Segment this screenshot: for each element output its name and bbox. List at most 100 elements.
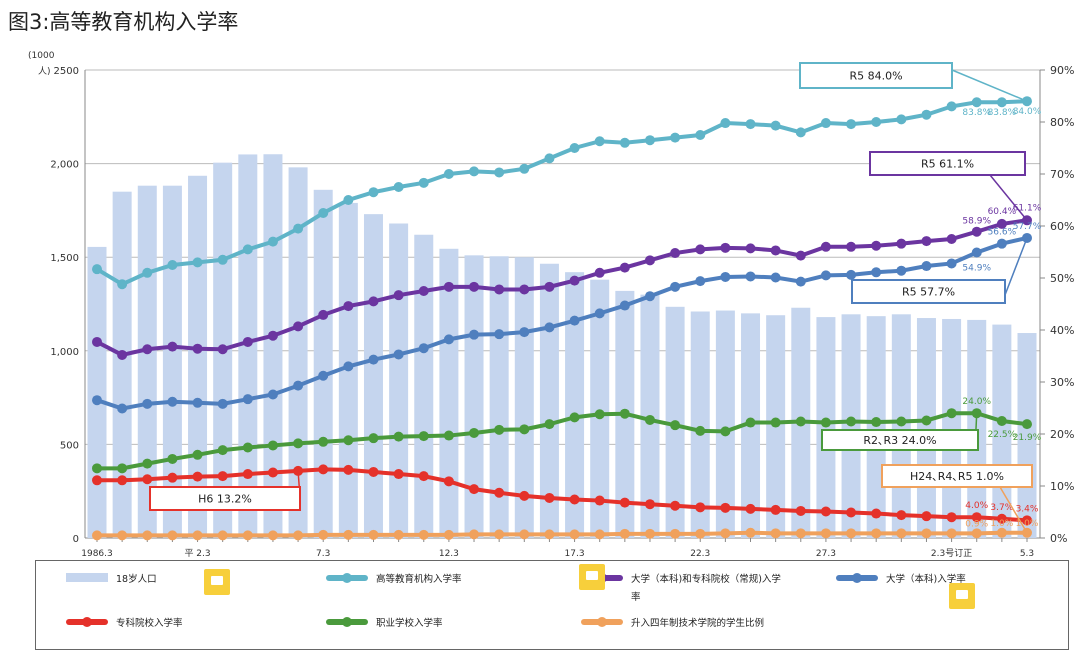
series-point: [368, 466, 379, 477]
comment-note-icon[interactable]: [204, 569, 230, 595]
series-point: [695, 244, 706, 255]
series-point: [946, 258, 957, 269]
series-point: [745, 527, 756, 538]
series-point: [670, 420, 681, 431]
y-right-tick-label: 60%: [1050, 220, 1074, 233]
series-point: [494, 284, 505, 295]
data-label: 1.0%: [990, 519, 1013, 529]
series-point: [569, 315, 580, 326]
callout-label: R2､R3 24.0%: [863, 434, 936, 447]
legend-swatch: [581, 617, 623, 627]
series-point: [368, 433, 379, 444]
x-tick-label: 5.3: [1020, 549, 1034, 559]
series-point: [117, 475, 128, 486]
series-point: [896, 416, 907, 427]
x-tick-label: 27.3: [816, 549, 836, 559]
data-label: 60.4%: [988, 207, 1017, 217]
legend-item: 大学（本科)和专科院校（常规)入学率: [581, 571, 781, 607]
series-point: [368, 354, 379, 365]
data-label: 83.8%: [962, 108, 991, 118]
data-label: 0.9%: [965, 519, 988, 529]
callout-label: H6 13.2%: [198, 493, 252, 506]
series-point: [343, 464, 354, 475]
series-point: [368, 187, 379, 198]
series-point: [117, 403, 128, 414]
series-point: [971, 226, 982, 237]
data-label: 3.4%: [1016, 504, 1039, 514]
series-point: [670, 528, 681, 539]
data-label: 54.9%: [962, 264, 991, 274]
series-point: [896, 114, 907, 125]
x-tick-label: 12.3: [439, 549, 459, 559]
legend-item: 专科院校入学率: [66, 615, 266, 633]
series-point: [519, 163, 530, 174]
series-point: [946, 512, 957, 523]
series-point: [544, 281, 555, 292]
series-point: [996, 97, 1007, 108]
series-point: [267, 389, 278, 400]
series-point: [946, 234, 957, 244]
y-right-tick-label: 20%: [1050, 428, 1074, 441]
series-point: [569, 529, 580, 540]
series-point: [695, 276, 706, 287]
data-label: 83.8%: [988, 108, 1017, 118]
callout-box: [799, 62, 953, 89]
population-bar: [942, 318, 962, 538]
legend-label: 升入四年制技术学院的学生比例: [631, 618, 765, 629]
series-point: [644, 414, 655, 425]
y-left-tick-label: 1,500: [50, 253, 79, 264]
callout-leader: [999, 486, 1028, 534]
legend-label: 18岁人口: [116, 574, 157, 585]
series-point: [871, 117, 882, 127]
series-point: [418, 177, 429, 188]
series-point: [142, 530, 153, 541]
series-point: [695, 502, 706, 513]
series-point: [670, 248, 681, 259]
callout-label: R5 84.0%: [849, 70, 902, 83]
series-point: [896, 528, 907, 539]
data-label: 58.9%: [962, 217, 991, 227]
data-label: 21.9%: [1013, 433, 1042, 443]
series-point: [720, 426, 731, 437]
chart-title: 图3:高等教育机构入学率: [8, 10, 239, 34]
series-point: [267, 467, 278, 478]
callout-label: H24､R4､R5 1.0%: [910, 470, 1004, 483]
series-point: [720, 271, 731, 282]
series-point: [644, 291, 655, 302]
comment-note-icon[interactable]: [579, 564, 605, 590]
series-point: [619, 300, 630, 311]
series-point: [242, 394, 253, 405]
series-point: [745, 503, 756, 514]
series-point: [644, 135, 655, 146]
series-point: [217, 445, 228, 456]
series-point: [695, 425, 706, 436]
population-bar: [263, 154, 283, 539]
legend: 18岁人口 高等教育机构入学率 大学（本科)和专科院校（常规)入学率 大学（本科)入学…: [35, 560, 1069, 650]
legend-label: 大学（本科)入学率: [886, 574, 966, 585]
series-point: [494, 424, 505, 435]
series-point: [594, 529, 605, 540]
series-point: [544, 153, 555, 164]
series-point: [117, 349, 128, 360]
comment-note-icon[interactable]: [949, 583, 975, 609]
population-bar: [313, 189, 333, 539]
legend-item: 升入四年制技术学院的学生比例: [581, 615, 781, 633]
legend-swatch: [66, 617, 108, 627]
series-point: [795, 528, 806, 539]
series-point: [217, 530, 228, 541]
legend-item: 18岁人口: [66, 571, 266, 589]
series-point: [519, 327, 530, 338]
series-point: [217, 344, 228, 355]
series-point: [494, 167, 505, 178]
legend-swatch: [66, 573, 108, 582]
series-point: [368, 529, 379, 540]
callout-leader: [1004, 237, 1028, 296]
series-point: [443, 281, 454, 292]
series-point: [971, 247, 982, 258]
callout-box: [851, 279, 1006, 304]
population-bar: [389, 223, 409, 538]
population-bar: [866, 316, 886, 538]
series-point: [946, 528, 957, 539]
series-point: [670, 132, 681, 143]
